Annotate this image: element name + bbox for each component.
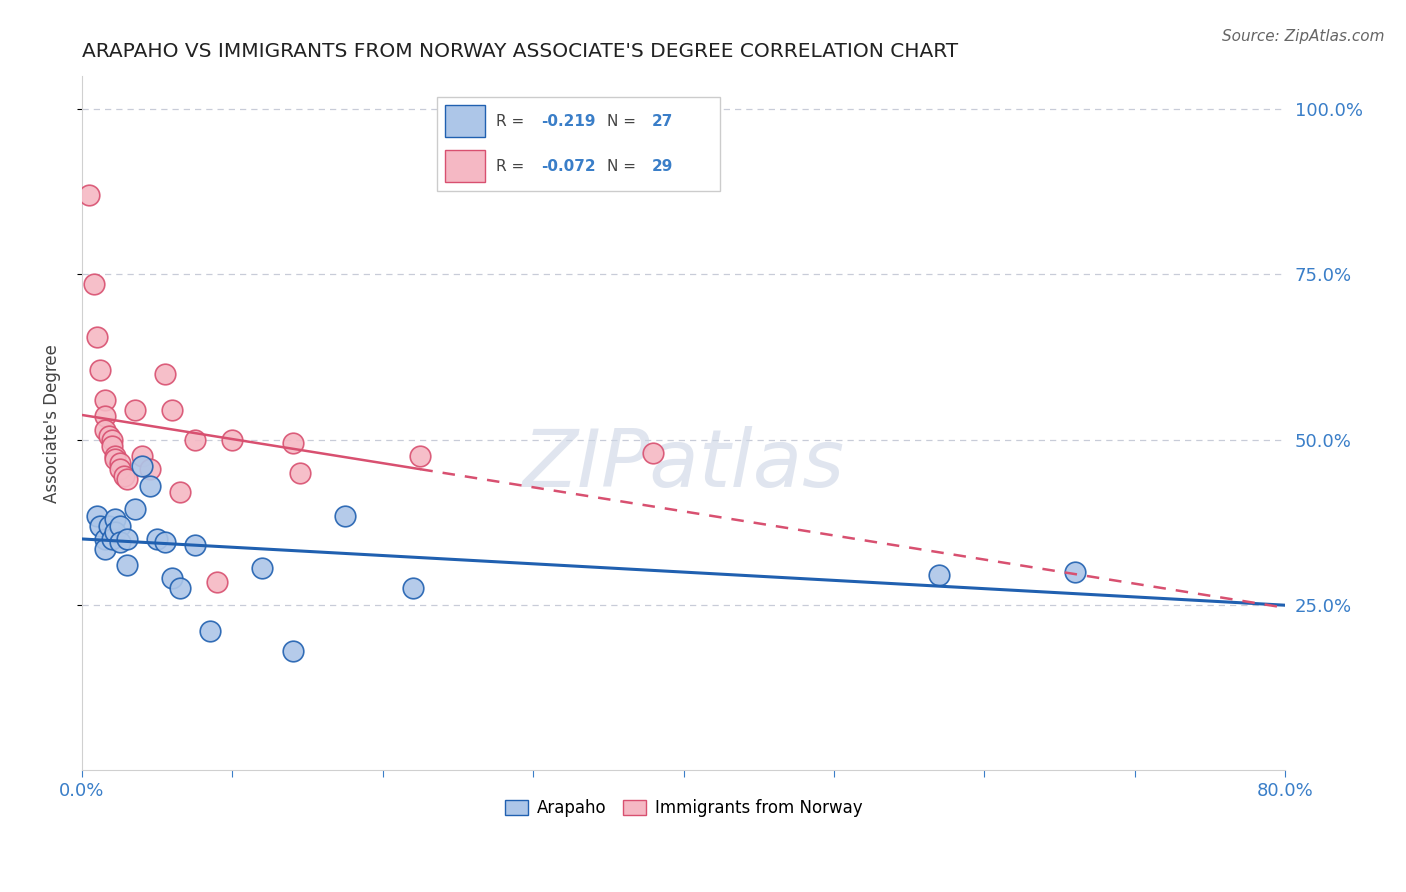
Point <box>115 532 138 546</box>
Point <box>93 409 115 424</box>
Y-axis label: Associate's Degree: Associate's Degree <box>44 343 60 502</box>
Point <box>104 449 127 463</box>
Point <box>115 472 138 486</box>
Point <box>184 433 207 447</box>
Point <box>333 508 356 523</box>
Point <box>146 532 169 546</box>
Point <box>93 423 115 437</box>
Point <box>160 571 183 585</box>
Point <box>83 277 105 292</box>
Point <box>93 532 115 546</box>
Point <box>115 558 138 573</box>
Point <box>198 624 221 639</box>
Point <box>169 485 191 500</box>
Point <box>402 582 425 596</box>
Text: ZIPatlas: ZIPatlas <box>523 425 845 504</box>
Point <box>112 469 135 483</box>
Point <box>101 439 124 453</box>
Point <box>281 436 304 450</box>
Point <box>184 538 207 552</box>
Point <box>79 188 101 202</box>
Point <box>160 403 183 417</box>
Point <box>124 502 146 516</box>
Point <box>643 446 665 460</box>
Point <box>131 458 153 473</box>
Point <box>131 449 153 463</box>
Point <box>169 582 191 596</box>
Point <box>93 541 115 556</box>
Point <box>108 456 131 470</box>
Point <box>89 363 111 377</box>
Point <box>221 433 243 447</box>
Point <box>101 433 124 447</box>
Point <box>101 532 124 546</box>
Point <box>108 535 131 549</box>
Point <box>153 367 176 381</box>
Text: Source: ZipAtlas.com: Source: ZipAtlas.com <box>1222 29 1385 44</box>
Point <box>104 525 127 540</box>
Point <box>928 568 950 582</box>
Legend: Arapaho, Immigrants from Norway: Arapaho, Immigrants from Norway <box>498 793 869 824</box>
Text: ARAPAHO VS IMMIGRANTS FROM NORWAY ASSOCIATE'S DEGREE CORRELATION CHART: ARAPAHO VS IMMIGRANTS FROM NORWAY ASSOCI… <box>82 42 957 61</box>
Point <box>86 508 108 523</box>
Point <box>288 466 311 480</box>
Point <box>124 403 146 417</box>
Point <box>104 512 127 526</box>
Point <box>1063 565 1085 579</box>
Point <box>138 479 160 493</box>
Point <box>108 518 131 533</box>
Point <box>207 574 229 589</box>
Point <box>409 449 432 463</box>
Point <box>98 429 121 443</box>
Point <box>93 392 115 407</box>
Point <box>252 561 274 575</box>
Point <box>98 518 121 533</box>
Point <box>281 644 304 658</box>
Point <box>108 462 131 476</box>
Point <box>153 535 176 549</box>
Point <box>86 330 108 344</box>
Point <box>138 462 160 476</box>
Point <box>89 518 111 533</box>
Point <box>104 452 127 467</box>
